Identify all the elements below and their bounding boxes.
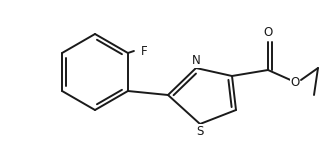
Text: N: N [192, 54, 200, 67]
Text: O: O [290, 76, 300, 89]
Text: F: F [141, 44, 147, 57]
Text: O: O [263, 26, 273, 39]
Text: S: S [196, 125, 204, 138]
